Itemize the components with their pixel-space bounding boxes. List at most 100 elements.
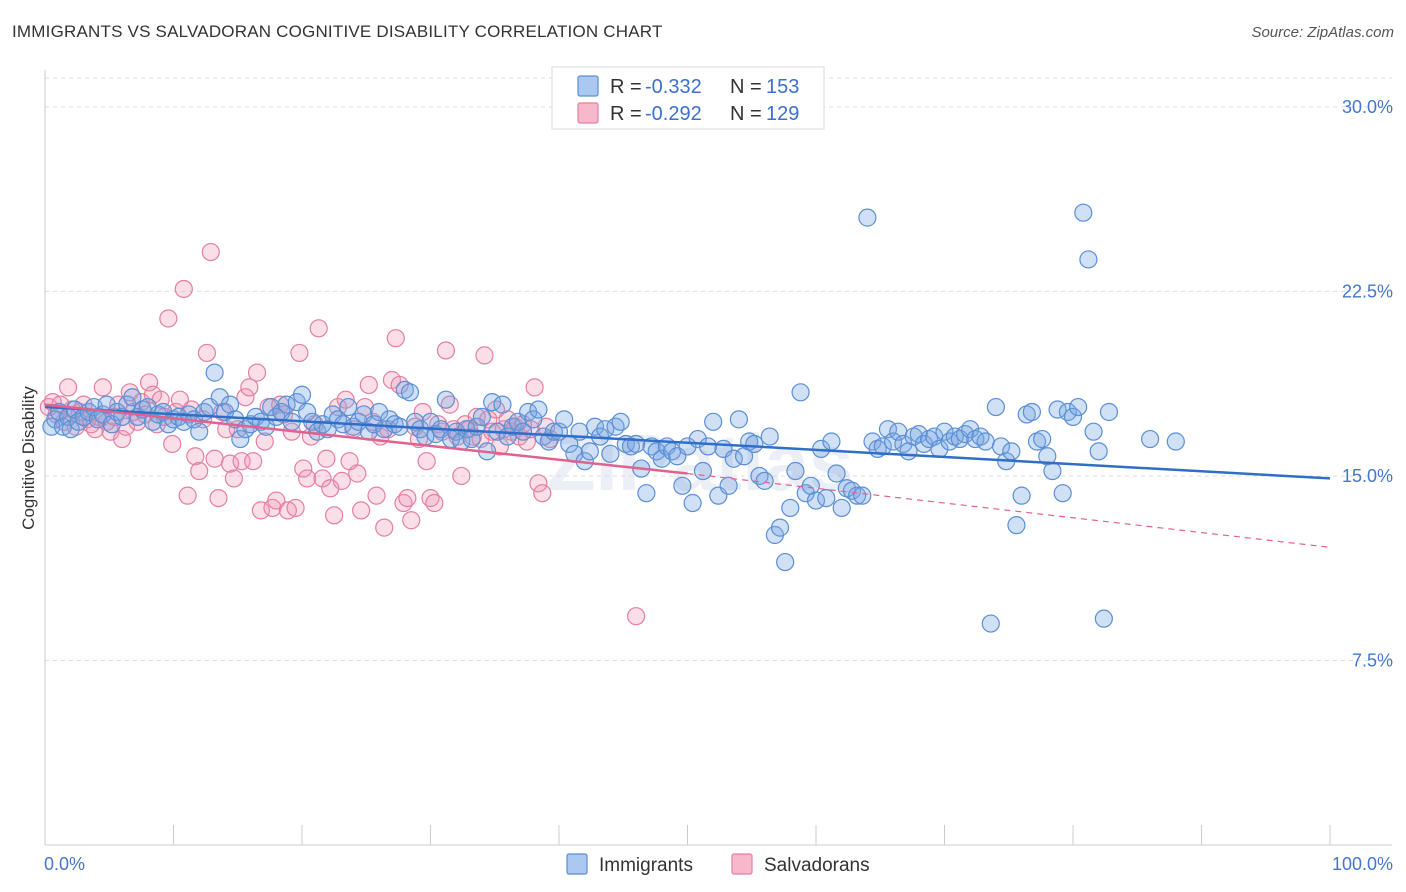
immigrants-point-180 bbox=[955, 425, 975, 444]
salvadorans-point-52 bbox=[240, 378, 259, 397]
salvadorans-point-103 bbox=[436, 341, 456, 360]
immigrants-point-97 bbox=[529, 400, 548, 419]
salvadorans-point-126 bbox=[525, 378, 544, 397]
salvadorans-point-90 bbox=[386, 329, 405, 348]
legend-n-value-immigrants: 153 bbox=[766, 76, 799, 98]
salvadorans-point-5 bbox=[59, 378, 78, 397]
immigrants-point-39 bbox=[231, 429, 250, 449]
bottom-legend-swatch-salvadorans bbox=[731, 853, 753, 875]
immigrants-point-111 bbox=[601, 444, 620, 463]
x-tick-label-1: 100.0% bbox=[1332, 854, 1393, 874]
immigrants-point-136 bbox=[729, 410, 749, 429]
immigrants-point-118 bbox=[637, 484, 656, 503]
salvadorans-point-14 bbox=[93, 378, 112, 397]
salvadorans-point-81 bbox=[352, 501, 371, 520]
immigrants-point-72 bbox=[400, 383, 420, 402]
top-legend: R = -0.332 N = 153 R = -0.292 N = 129 bbox=[551, 66, 825, 130]
legend-r-label-immigrants: R = bbox=[610, 76, 642, 98]
bottom-legend-label-immigrants: Immigrants bbox=[599, 855, 693, 876]
immigrants-point-206 bbox=[1089, 442, 1108, 461]
salvadorans-point-113 bbox=[475, 346, 494, 365]
salvadorans-trend-line bbox=[44, 403, 688, 475]
salvadorans-point-38 bbox=[186, 447, 205, 466]
immigrants-point-116 bbox=[626, 434, 646, 454]
immigrants-point-208 bbox=[1099, 402, 1119, 422]
salvadorans-point-36 bbox=[178, 486, 197, 505]
immigrants-point-112 bbox=[606, 417, 625, 436]
legend-swatch-immigrants bbox=[577, 75, 599, 97]
immigrants-point-189 bbox=[1002, 442, 1021, 461]
immigrants-point-141 bbox=[755, 471, 774, 490]
x-tick-labels: 0.0% 100.0% bbox=[44, 854, 1393, 874]
immigrants-point-68 bbox=[380, 410, 399, 429]
immigrants-point-190 bbox=[1007, 516, 1026, 535]
immigrants-point-86 bbox=[472, 407, 491, 427]
immigrants-point-156 bbox=[832, 498, 851, 518]
immigrants-point-102 bbox=[555, 410, 574, 429]
immigrants-point-25 bbox=[159, 415, 178, 434]
salvadorans-point-44 bbox=[209, 488, 228, 508]
source-credit: Source: ZipAtlas.com bbox=[1251, 24, 1394, 41]
immigrants-point-79 bbox=[436, 390, 456, 409]
immigrants-point-125 bbox=[673, 476, 692, 495]
immigrants-point-197 bbox=[1043, 461, 1062, 481]
salvadorans-point-43 bbox=[205, 449, 224, 468]
salvadorans-point-83 bbox=[359, 375, 378, 395]
immigrants-point-183 bbox=[971, 427, 990, 446]
salvadorans-point-87 bbox=[375, 518, 394, 537]
immigrants-point-181 bbox=[961, 420, 980, 439]
legend-n-label-salvadorans: N = bbox=[730, 103, 762, 125]
y-tick-label-2: 22.5% bbox=[1342, 281, 1393, 301]
immigrants-point-204 bbox=[1079, 250, 1098, 269]
grid-lines bbox=[45, 77, 1392, 661]
immigrants-point-148 bbox=[791, 383, 810, 402]
salvadorans-point-77 bbox=[336, 390, 355, 409]
salvadorans-point-64 bbox=[286, 498, 305, 518]
salvadorans-point-80 bbox=[348, 464, 367, 483]
immigrants-point-200 bbox=[1058, 402, 1077, 422]
salvadorans-point-72 bbox=[317, 449, 336, 468]
salvadorans-point-74 bbox=[325, 506, 344, 525]
immigrants-point-184 bbox=[976, 432, 995, 451]
immigrants-point-113 bbox=[611, 412, 630, 431]
immigrants-point-96 bbox=[524, 410, 543, 429]
immigrants-point-131 bbox=[704, 412, 723, 431]
immigrants-point-107 bbox=[580, 442, 599, 461]
bottom-legend-label-salvadorans: Salvadorans bbox=[764, 855, 870, 876]
immigrants-point-127 bbox=[683, 493, 702, 513]
legend-n-label-immigrants: N = bbox=[730, 76, 762, 98]
immigrants-point-171 bbox=[909, 425, 928, 444]
trend-lines bbox=[44, 403, 1331, 548]
immigrants-point-145 bbox=[776, 552, 795, 572]
salvadorans-point-66 bbox=[294, 459, 313, 478]
salvadorans-point-93 bbox=[398, 488, 417, 508]
salvadorans-point-39 bbox=[190, 461, 209, 481]
salvadorans-point-76 bbox=[332, 471, 351, 490]
salvadorans-point-59 bbox=[267, 491, 286, 510]
salvadorans-point-56 bbox=[255, 432, 274, 451]
salvadorans-point-85 bbox=[367, 486, 386, 505]
axes bbox=[44, 70, 1392, 846]
salvadorans-point-71 bbox=[313, 469, 332, 488]
legend-r-value-immigrants: -0.332 bbox=[645, 76, 702, 98]
salvadorans-point-65 bbox=[290, 343, 309, 363]
salvadorans-point-31 bbox=[159, 309, 178, 328]
salvadorans-point-53 bbox=[244, 452, 263, 471]
salvadorans-point-42 bbox=[201, 242, 220, 262]
legend-r-value-salvadorans: -0.292 bbox=[645, 103, 702, 125]
immigrants-point-18 bbox=[123, 388, 142, 407]
x-tick-label-0: 0.0% bbox=[44, 854, 85, 874]
salvadorans-point-94 bbox=[402, 511, 421, 530]
immigrants-point-205 bbox=[1084, 422, 1103, 441]
immigrants-point-147 bbox=[786, 461, 805, 481]
salvadorans-point-70 bbox=[309, 319, 328, 338]
immigrants-point-13 bbox=[97, 395, 116, 414]
salvadorans-point-131 bbox=[626, 607, 646, 626]
salvadorans-points bbox=[39, 242, 646, 626]
y-tick-label-0: 7.5% bbox=[1352, 650, 1393, 670]
immigrants-point-34 bbox=[205, 363, 224, 382]
salvadorans-point-20 bbox=[116, 417, 136, 436]
immigrants-point-130 bbox=[698, 437, 718, 456]
immigrants-point-203 bbox=[1074, 203, 1093, 222]
immigrants-trend-line bbox=[44, 405, 1331, 480]
